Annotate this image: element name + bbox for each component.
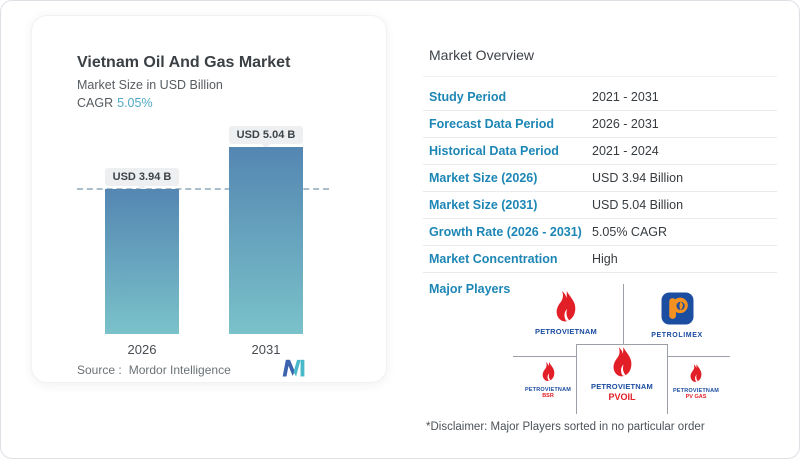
bar-value-label-2031: USD 5.04 B bbox=[229, 126, 303, 144]
logo-text: PETROVIETNAM bbox=[524, 387, 572, 393]
major-players-label: Major Players bbox=[429, 282, 511, 296]
logo-subtext: PVOIL bbox=[608, 391, 636, 402]
source-name: Mordor Intelligence bbox=[128, 363, 231, 377]
petrolimex-p-icon bbox=[661, 292, 693, 325]
row-value: USD 5.04 Billion bbox=[592, 198, 684, 212]
table-row: Market Size (2026) USD 3.94 Billion bbox=[423, 165, 777, 192]
row-label: Growth Rate (2026 - 2031) bbox=[429, 225, 582, 239]
logo-text: PETROVIETNAM bbox=[535, 327, 597, 336]
row-label: Forecast Data Period bbox=[429, 117, 555, 131]
overview-table: Study Period 2021 - 2031 Forecast Data P… bbox=[423, 84, 777, 273]
petrovietnam-flame-icon bbox=[613, 347, 631, 377]
x-axis-label-2026: 2026 bbox=[127, 342, 157, 357]
table-row: Growth Rate (2026 - 2031) 5.05% CAGR bbox=[423, 219, 777, 246]
grid-divider-vertical bbox=[623, 284, 624, 344]
bar-value-label-2026: USD 3.94 B bbox=[105, 168, 179, 186]
x-axis-label-2031: 2031 bbox=[251, 342, 281, 357]
row-label: Study Period bbox=[429, 90, 507, 104]
grid-divider-right bbox=[668, 356, 730, 357]
row-value: High bbox=[592, 252, 618, 266]
row-label: Market Size (2031) bbox=[429, 198, 538, 212]
table-row: Forecast Data Period 2026 - 2031 bbox=[423, 111, 777, 138]
table-row: Market Size (2031) USD 5.04 Billion bbox=[423, 192, 777, 219]
logo-text: PETROLIMEX bbox=[651, 332, 703, 339]
petrovietnam-flame-icon bbox=[690, 364, 702, 382]
logo-text: PETROVIETNAM bbox=[591, 382, 653, 391]
cagr-label: CAGR bbox=[77, 96, 114, 110]
logo-petrovietnam-bsr: PETROVIETNAM BSR bbox=[518, 362, 578, 400]
table-row: Market Concentration High bbox=[423, 246, 777, 273]
petrovietnam-flame-icon bbox=[556, 291, 576, 322]
chart-subtitle: Market Size in USD Billion bbox=[77, 78, 223, 92]
bar-2031 bbox=[229, 147, 303, 334]
disclaimer-text: *Disclaimer: Major Players sorted in no … bbox=[426, 421, 705, 433]
mordor-intelligence-logo-icon bbox=[282, 359, 305, 377]
heading-divider bbox=[423, 76, 777, 77]
reference-dashed-line bbox=[77, 188, 329, 190]
row-value: 5.05% CAGR bbox=[592, 225, 668, 239]
logo-subtext: BSR bbox=[542, 393, 554, 400]
row-value: USD 3.94 Billion bbox=[592, 171, 684, 185]
logo-subtext: PV GAS bbox=[685, 394, 707, 401]
grid-divider-left bbox=[513, 356, 576, 357]
logo-petrovietnam: PETROVIETNAM bbox=[531, 291, 601, 337]
chart-title: Vietnam Oil And Gas Market bbox=[77, 54, 291, 71]
row-label: Market Size (2026) bbox=[429, 171, 538, 185]
logo-petrovietnam-pvoil: PETROVIETNAM PVOIL bbox=[587, 347, 657, 402]
logo-text: PETROVIETNAM bbox=[672, 388, 720, 394]
row-value: 2026 - 2031 bbox=[592, 117, 659, 131]
chart-cagr: CAGR 5.05% bbox=[77, 96, 153, 110]
row-value: 2021 - 2031 bbox=[592, 90, 659, 104]
logo-petrovietnam-pvgas: PETROVIETNAM PV GAS bbox=[666, 364, 726, 401]
cagr-value: 5.05% bbox=[117, 96, 153, 110]
petrovietnam-flame-icon bbox=[542, 362, 554, 382]
row-label: Historical Data Period bbox=[429, 144, 559, 158]
overview-heading: Market Overview bbox=[429, 47, 535, 63]
market-size-chart-card: Vietnam Oil And Gas Market Market Size i… bbox=[31, 15, 387, 383]
row-label: Market Concentration bbox=[429, 252, 558, 266]
source-line: Source : Mordor Intelligence bbox=[77, 363, 231, 377]
row-value: 2021 - 2024 bbox=[592, 144, 659, 158]
table-row: Historical Data Period 2021 - 2024 bbox=[423, 138, 777, 165]
source-label: Source : bbox=[77, 363, 122, 377]
logo-petrolimex: PETROLIMEX bbox=[642, 292, 712, 340]
bar-2026 bbox=[105, 189, 179, 334]
major-players-grid: PETROVIETNAM PETROLIMEX PETROVIETNAM BSR bbox=[491, 281, 781, 416]
table-row: Study Period 2021 - 2031 bbox=[423, 84, 777, 111]
